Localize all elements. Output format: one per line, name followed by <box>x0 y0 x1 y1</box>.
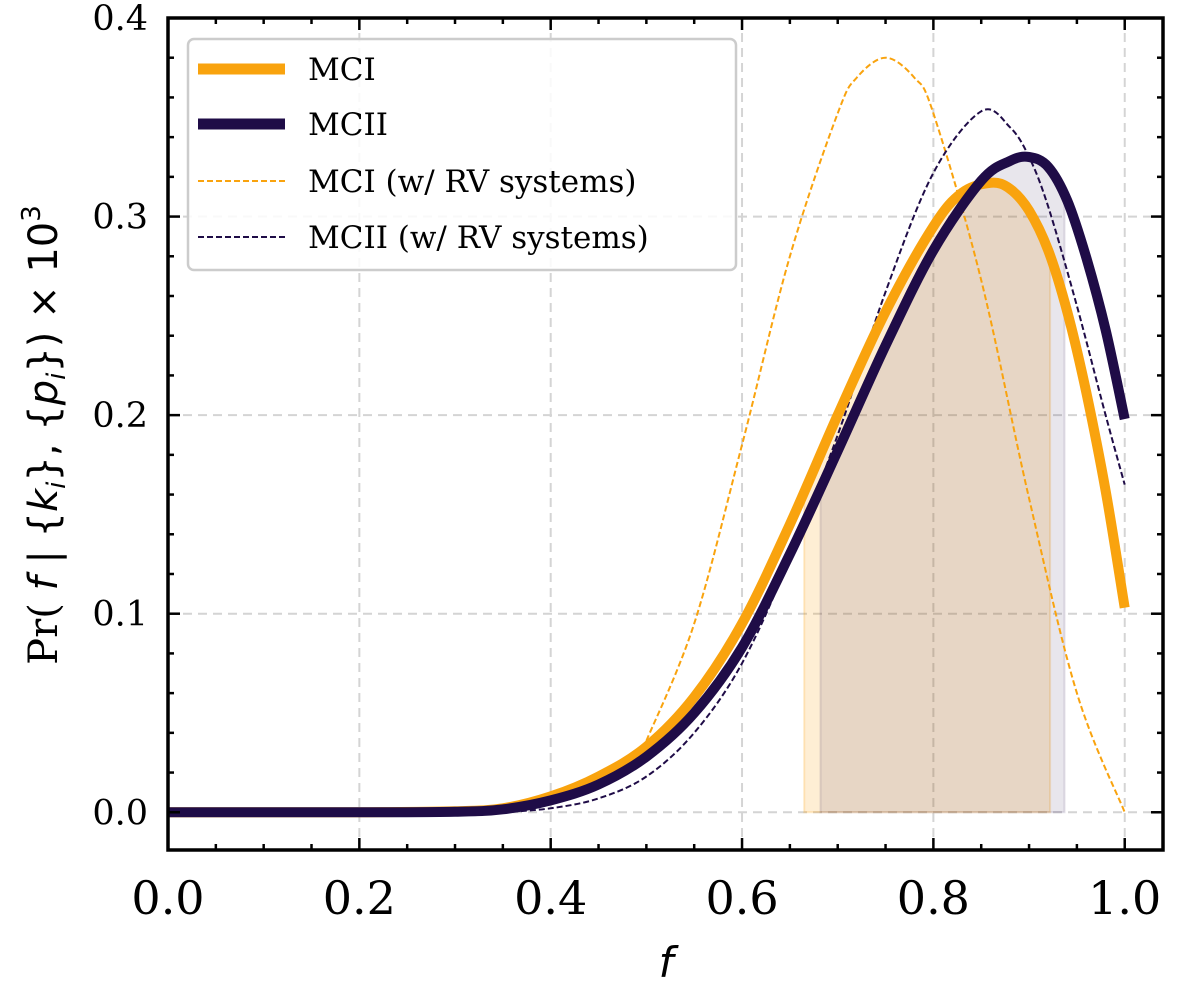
legend-label-mcii-rv: MCII (w/ RV systems) <box>308 220 649 256</box>
series-line-3 <box>502 108 1126 814</box>
y-tick-label: 0.1 <box>92 595 148 635</box>
y-tick-labels: 0.0 0.1 0.2 0.3 0.4 <box>92 0 148 833</box>
x-tick-labels: 0.0 0.2 0.4 0.6 0.8 1.0 <box>131 871 1161 925</box>
x-tick-label: 0.2 <box>323 871 396 925</box>
x-axis-label: f <box>659 938 680 987</box>
x-tick-label: 0.8 <box>897 871 970 925</box>
x-tick-label: 0.6 <box>705 871 778 925</box>
y-tick-label: 0.4 <box>92 0 148 39</box>
x-tick-label: 1.0 <box>1088 871 1161 925</box>
series-line-2 <box>645 56 1126 813</box>
x-tick-label: 0.0 <box>131 871 204 925</box>
y-axis-label: Pr( f | {ki}, {pi}) × 103 <box>17 205 72 665</box>
legend-label-mci-rv: MCI (w/ RV systems) <box>308 164 637 200</box>
legend-box <box>186 37 738 272</box>
legend: MCI MCII MCI (w/ RV systems) MCII (w/ RV… <box>186 37 738 272</box>
y-tick-label: 0.3 <box>92 198 148 238</box>
legend-label-mcii: MCII <box>308 107 388 143</box>
y-tick-label: 0.0 <box>92 793 148 833</box>
x-tick-label: 0.4 <box>514 871 587 925</box>
axis-ticks <box>166 16 1163 850</box>
shaded-region-1 <box>819 156 1066 814</box>
series-line-1 <box>168 151 1130 818</box>
plot-frame <box>166 16 1165 852</box>
series-lines <box>168 56 1130 818</box>
y-tick-label: 0.2 <box>92 396 148 436</box>
legend-label-mci: MCI <box>308 52 376 88</box>
